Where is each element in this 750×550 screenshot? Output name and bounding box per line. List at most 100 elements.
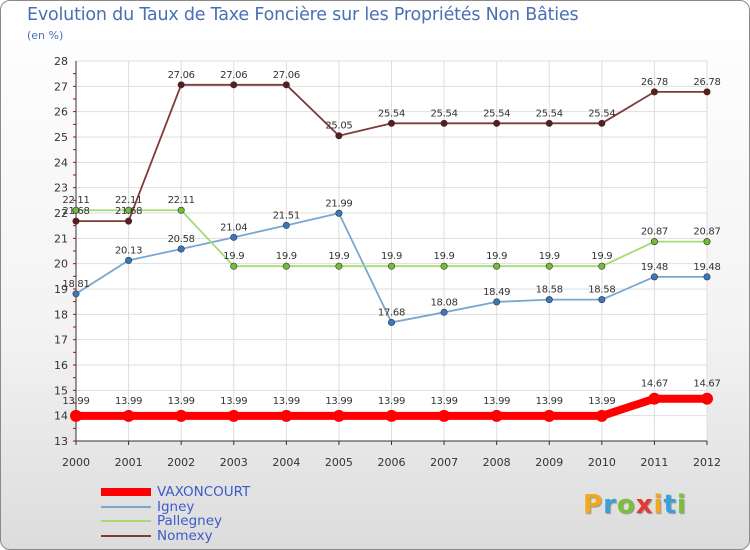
data-point-pallegney [545,262,553,270]
data-label-igney: 19.48 [641,262,668,273]
data-label-igney: 18.49 [483,287,510,298]
y-tick-label: 13 [54,435,68,448]
data-point-pallegney [493,262,501,270]
x-tick-label: 2007 [430,456,458,469]
y-tick-label: 19 [54,283,68,296]
data-label-pallegney: 22.11 [115,195,142,206]
data-label-pallegney: 19.9 [328,251,349,262]
y-tick-label: 15 [54,384,68,397]
data-point-vaxoncourt [648,392,661,405]
logo-letter: t [663,490,677,520]
series-layer [70,81,713,422]
data-point-nomexy [335,132,343,140]
data-label-vaxoncourt: 13.99 [168,396,195,407]
data-label-nomexy: 25.54 [378,108,405,119]
data-label-nomexy: 25.05 [325,121,352,132]
x-tick-label: 2006 [378,456,406,469]
x-tick-label: 2010 [588,456,616,469]
data-point-igney [125,256,133,264]
logo-letter: P [583,490,604,520]
legend-label: Pallegney [157,513,223,530]
data-point-igney [387,318,395,326]
data-point-igney [650,273,658,281]
data-label-vaxoncourt: 13.99 [378,396,405,407]
data-point-pallegney [703,238,711,246]
x-tick-label: 2003 [220,456,248,469]
data-point-pallegney [650,238,658,246]
data-point-nomexy [650,88,658,96]
data-label-igney: 18.58 [588,285,615,296]
legend-item-igney: Igney [101,500,250,515]
axis-layer: 13 14 15 16 17 18 19 20 21 22 23 24 25 26 27 28 2000 2001… [54,55,721,469]
data-point-nomexy [703,88,711,96]
data-point-igney [493,298,501,306]
data-point-nomexy [493,119,501,127]
data-point-igney [72,290,80,298]
data-point-nomexy [387,119,395,127]
legend-item-vaxoncourt: VAXONCOURT [101,485,250,500]
data-point-nomexy [545,119,553,127]
data-label-pallegney: 22.11 [168,195,195,206]
data-label-vaxoncourt: 14.67 [693,379,720,390]
logo-letter: x [635,490,654,520]
data-label-vaxoncourt: 13.99 [273,396,300,407]
legend-swatch [101,505,151,508]
legend-swatch [101,520,151,523]
logo-letter: i [653,490,664,520]
data-label-nomexy: 21.68 [115,206,142,217]
data-label-igney: 18.08 [431,297,458,308]
logo-letter: i [676,490,687,520]
y-tick-label: 20 [54,258,68,271]
data-label-vaxoncourt: 14.67 [641,379,668,390]
y-tick-label: 21 [54,232,68,245]
data-point-vaxoncourt [122,409,135,422]
data-point-pallegney [125,206,133,214]
y-tick-label: 14 [54,410,68,423]
data-point-vaxoncourt [701,392,713,405]
legend-item-pallegney: Pallegney [101,514,250,529]
data-point-pallegney [72,206,80,214]
legend-label: VAXONCOURT [157,484,251,501]
y-tick-label: 22 [54,207,68,220]
data-label-igney: 20.58 [168,234,195,245]
legend-swatch [101,534,151,537]
data-label-pallegney: 19.9 [486,251,507,262]
legend: VAXONCOURT Igney Pallegney Nomexy [101,485,250,543]
data-label-pallegney: 19.9 [539,251,560,262]
data-label-igney: 21.51 [273,210,300,221]
data-label-nomexy: 25.54 [431,108,458,119]
data-point-igney [703,273,711,281]
data-point-pallegney [282,262,290,270]
data-point-vaxoncourt [332,409,345,422]
legend-label: Nomexy [157,527,213,544]
data-point-nomexy [598,119,606,127]
data-point-vaxoncourt [385,409,398,422]
data-label-igney: 21.04 [220,222,247,233]
data-label-igney: 19.48 [693,262,720,273]
x-tick-label: 2011 [640,456,668,469]
data-point-vaxoncourt [175,409,188,422]
data-label-nomexy: 27.06 [273,70,300,81]
data-point-pallegney [440,262,448,270]
data-point-pallegney [598,262,606,270]
data-point-igney [282,221,290,229]
data-label-nomexy: 26.78 [641,77,668,88]
data-label-nomexy: 26.78 [693,77,720,88]
data-point-igney [545,296,553,304]
data-label-pallegney: 20.87 [641,227,668,238]
y-tick-label: 23 [54,182,68,195]
chart-unit: (en %) [27,29,64,42]
x-tick-label: 2012 [693,456,721,469]
data-label-pallegney: 19.9 [276,251,297,262]
data-label-vaxoncourt: 13.99 [115,396,142,407]
y-tick-label: 17 [54,334,68,347]
y-tick-label: 18 [54,308,68,321]
x-tick-label: 2008 [483,456,511,469]
data-label-vaxoncourt: 13.99 [62,396,89,407]
data-label-nomexy: 25.54 [483,108,510,119]
x-tick-label: 2005 [325,456,353,469]
data-point-nomexy [72,217,80,225]
data-label-vaxoncourt: 13.99 [588,396,615,407]
data-point-igney [440,308,448,316]
